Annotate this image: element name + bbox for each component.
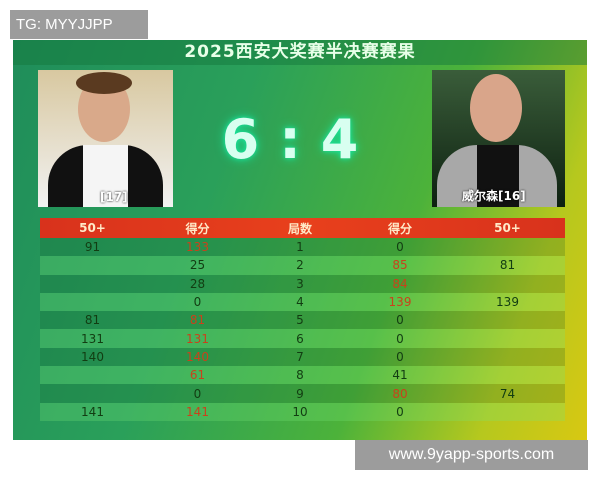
table-row: 28 3 84 (40, 274, 565, 293)
player-right-label: 威尔森[16] (462, 189, 526, 203)
header-left-50plus: 50+ (79, 221, 106, 235)
frame-results-table: 50+ 得分 局数 得分 50+ 91 133 1 0 25 2 85 81 28 3 84 0 4 13… (40, 218, 565, 421)
frame-number: 6 (296, 331, 304, 346)
header-left-score: 得分 (185, 221, 210, 236)
frame-number: 9 (296, 386, 304, 401)
frame-number: 3 (296, 276, 304, 291)
right-score: 85 (392, 258, 408, 273)
match-score: 6:4 (13, 108, 587, 171)
left-score: 25 (189, 258, 206, 273)
left-score: 0 (193, 295, 202, 310)
table-row: 131 131 6 0 (40, 329, 565, 348)
frame-number: 8 (296, 368, 304, 383)
right-score: 84 (392, 276, 408, 291)
page-title: 2025西安大奖赛半决赛赛果 (13, 40, 587, 65)
right-score: 0 (396, 240, 404, 255)
right-score: 0 (396, 331, 404, 346)
results-poster: 2025西安大奖赛半决赛赛果 [17] 威尔森[16] 6:4 50+ 得分 局… (13, 40, 587, 440)
player-right-photo: 威尔森[16] (432, 70, 565, 207)
score-left: 6 (221, 108, 280, 171)
frame-number: 1 (296, 240, 304, 255)
watermark-top: TG: MYYJJPP (10, 10, 148, 39)
left-score: 133 (186, 240, 209, 255)
right-score: 0 (396, 349, 404, 364)
table-row: 25 2 85 81 (40, 256, 565, 275)
header-frame: 局数 (287, 221, 312, 236)
left-score: 140 (186, 349, 209, 364)
right-score: 139 (388, 295, 412, 310)
right-score: 80 (392, 386, 408, 401)
table-row: 81 81 5 0 (40, 311, 565, 330)
header-right-50plus: 50+ (494, 221, 521, 235)
right-50plus: 74 (499, 386, 516, 401)
right-score: 0 (396, 313, 404, 328)
table-row: 141 141 10 0 (40, 402, 565, 421)
frame-number: 7 (296, 349, 304, 364)
table-row: 91 133 1 0 (40, 238, 565, 257)
left-50plus: 81 (84, 313, 101, 328)
right-50plus: 81 (499, 258, 516, 273)
player-left-photo: [17] (38, 70, 173, 207)
table-row: 140 140 7 0 (40, 347, 565, 367)
left-score: 61 (189, 368, 206, 383)
right-score: 0 (396, 404, 404, 419)
frame-number: 5 (296, 313, 304, 328)
left-score: 28 (189, 276, 206, 291)
frame-number: 4 (296, 295, 304, 310)
left-50plus: 141 (81, 404, 104, 419)
table-row: 61 8 41 (40, 366, 565, 385)
right-score: 41 (392, 368, 408, 383)
left-score: 0 (193, 386, 202, 401)
left-50plus: 131 (81, 331, 104, 346)
watermark-bottom: www.9yapp-sports.com (355, 440, 588, 470)
left-score: 141 (186, 404, 209, 419)
left-50plus: 91 (84, 240, 101, 255)
score-separator: : (279, 108, 321, 171)
header-right-score: 得分 (387, 221, 412, 236)
left-50plus: 140 (81, 349, 104, 364)
frame-number: 2 (296, 258, 304, 273)
table-header: 50+ 得分 局数 得分 50+ (40, 218, 565, 238)
left-score: 131 (186, 331, 209, 346)
score-right: 4 (320, 108, 379, 171)
table-row: 0 4 139 139 (40, 292, 565, 312)
frame-number: 10 (292, 404, 308, 419)
player-left-label: [17] (100, 190, 128, 204)
left-score: 81 (189, 313, 206, 328)
table-row: 0 9 80 74 (40, 384, 565, 403)
right-50plus: 139 (496, 295, 519, 310)
